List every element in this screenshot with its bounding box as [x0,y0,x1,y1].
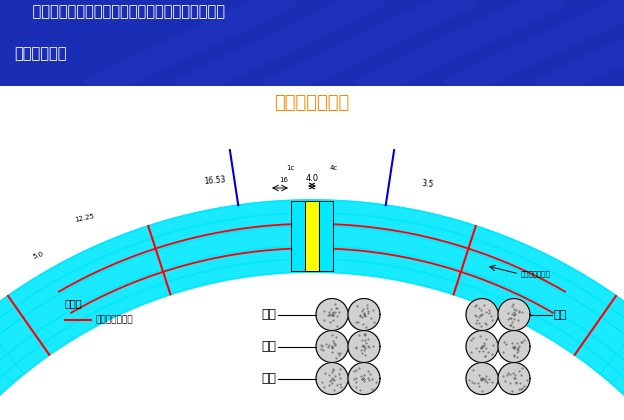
Polygon shape [0,200,624,420]
Polygon shape [348,299,380,331]
Bar [319,201,333,271]
Text: 上环: 上环 [554,310,567,320]
Text: 拱脚中心截位置: 拱脚中心截位置 [521,271,551,277]
Text: 4.0: 4.0 [305,174,319,183]
Bar [305,201,319,271]
Text: 5.0: 5.0 [32,251,44,260]
Bar [291,201,305,271]
Polygon shape [348,362,380,394]
Polygon shape [466,299,498,331]
Polygon shape [316,299,348,331]
Text: 1c: 1c [286,165,295,171]
Text: 16.53: 16.53 [204,175,227,186]
Text: 上环: 上环 [261,308,276,321]
Polygon shape [498,331,530,362]
Text: 下环: 下环 [261,372,276,385]
Text: 4c: 4c [330,165,338,171]
Polygon shape [498,362,530,394]
Bar [291,201,305,271]
Polygon shape [348,331,380,362]
Polygon shape [466,331,498,362]
Bar [305,201,319,271]
Polygon shape [498,299,530,331]
Bar [319,201,333,271]
Text: 图例：: 图例： [65,298,82,308]
Text: 中环: 中环 [261,340,276,353]
Polygon shape [316,362,348,394]
Text: 拱圈分环示意图: 拱圈分环示意图 [275,94,349,112]
Text: 主拱股拆除采用斜拉挂扣缆索吐装的施工工艺，分: 主拱股拆除采用斜拉挂扣缆索吐装的施工工艺，分 [14,4,225,19]
Text: 上、中环断面处: 上、中环断面处 [95,315,133,324]
Text: 环分段进行。: 环分段进行。 [14,47,67,61]
Polygon shape [466,362,498,394]
Text: 12.25: 12.25 [74,213,95,223]
Text: 3.5: 3.5 [422,179,434,189]
Polygon shape [316,331,348,362]
Text: 16: 16 [280,177,288,183]
